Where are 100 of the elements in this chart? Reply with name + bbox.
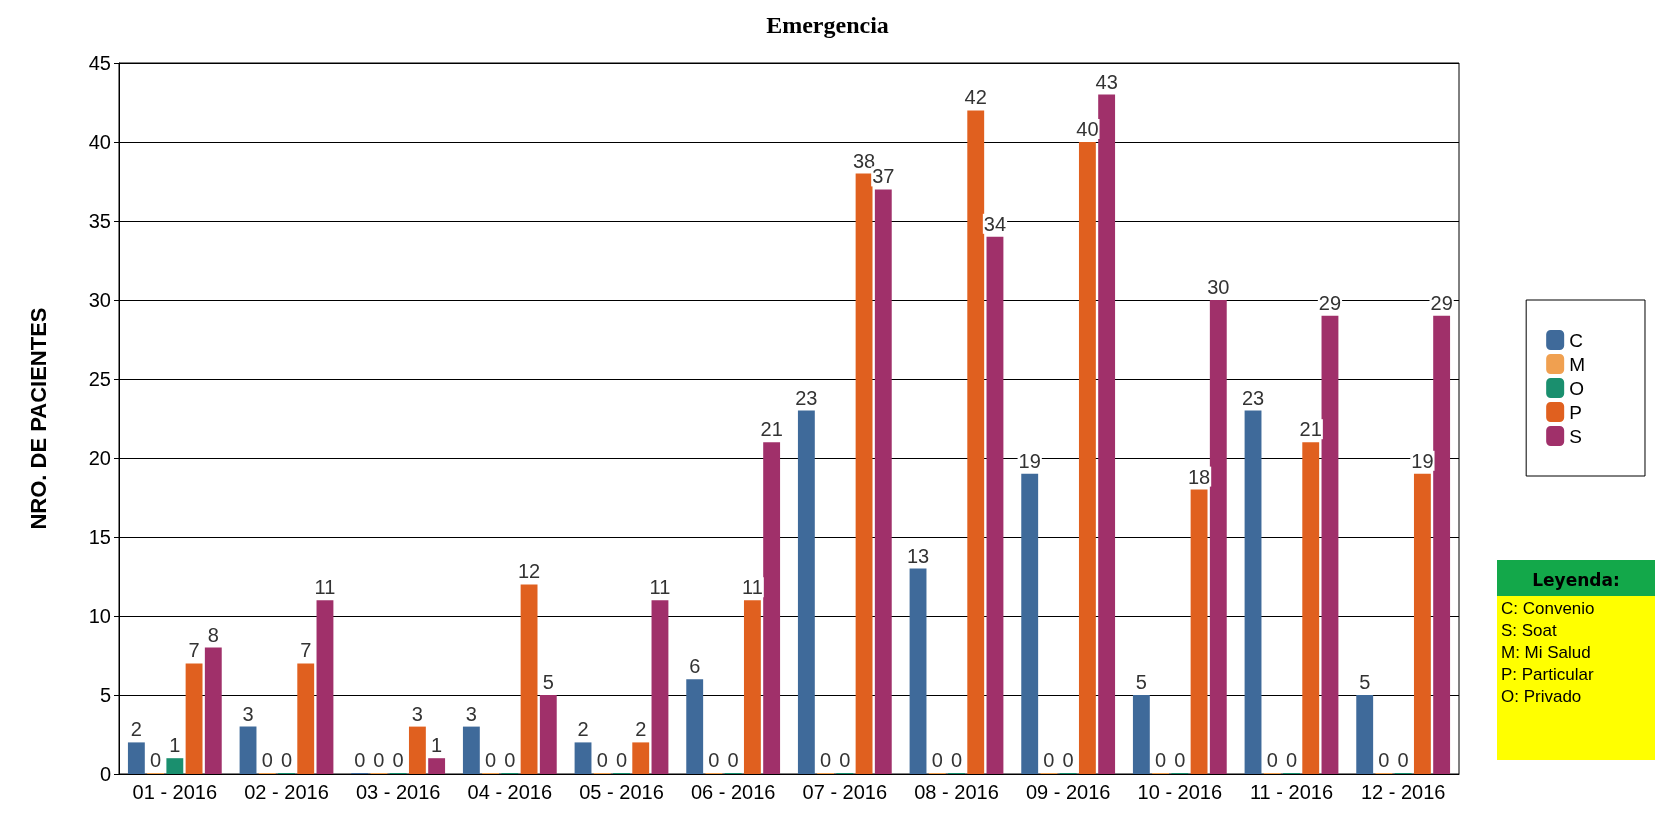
data-label: 0 bbox=[727, 749, 739, 771]
data-label: 1 bbox=[431, 734, 443, 757]
bar bbox=[297, 663, 315, 774]
data-label: 21 bbox=[760, 418, 783, 441]
x-tick-label: 04 - 2016 bbox=[467, 781, 553, 803]
data-label: 5 bbox=[1359, 671, 1371, 693]
text: P: Particular bbox=[1501, 665, 1594, 684]
legend-label: S bbox=[1569, 425, 1582, 447]
x-tick-label: 10 - 2016 bbox=[1137, 781, 1223, 803]
data-label: 21 bbox=[1299, 418, 1322, 441]
y-tick-label: 20 bbox=[88, 447, 111, 469]
x-tick-label: 07 - 2016 bbox=[802, 781, 888, 803]
data-label: 0 bbox=[150, 749, 162, 771]
data-label: 11 bbox=[649, 576, 671, 599]
bar bbox=[1078, 142, 1096, 774]
x-tick-label: 09 - 2016 bbox=[1025, 781, 1111, 803]
bar bbox=[986, 236, 1004, 774]
bar bbox=[1244, 410, 1262, 774]
data-label: 19 bbox=[1018, 449, 1041, 472]
y-tick-label: 40 bbox=[88, 131, 111, 153]
data-label: 5 bbox=[542, 671, 554, 693]
data-label: 29 bbox=[1430, 291, 1453, 314]
data-label: 0 bbox=[615, 749, 628, 771]
bar bbox=[1021, 473, 1039, 774]
data-label: 7 bbox=[300, 639, 312, 662]
chart-title: Emergencia bbox=[766, 12, 889, 38]
x-tick-label: 12 - 2016 bbox=[1360, 781, 1446, 803]
data-label: 11 bbox=[742, 576, 763, 599]
data-label: 0 bbox=[708, 749, 720, 771]
bar bbox=[686, 679, 704, 774]
bar bbox=[127, 742, 145, 774]
y-tick-label: 25 bbox=[88, 368, 111, 390]
data-label: 0 bbox=[596, 749, 608, 771]
data-label: 0 bbox=[280, 749, 293, 771]
x-tick-label: 02 - 2016 bbox=[244, 781, 329, 803]
data-label: 43 bbox=[1095, 70, 1118, 93]
bar bbox=[1321, 315, 1339, 774]
text: C: Convenio bbox=[1501, 599, 1595, 618]
data-label: 3 bbox=[411, 702, 423, 725]
data-label: 3 bbox=[242, 702, 254, 725]
x-tick-label: 06 - 2016 bbox=[690, 781, 776, 803]
y-axis-title: NRO. DE PACIENTES bbox=[25, 307, 51, 530]
bar bbox=[428, 758, 446, 774]
bar bbox=[185, 663, 203, 774]
data-label: 0 bbox=[1285, 749, 1298, 771]
bar bbox=[239, 726, 257, 774]
data-label: 0 bbox=[820, 749, 832, 771]
data-label: 0 bbox=[261, 749, 273, 771]
data-label: 11 bbox=[314, 576, 336, 599]
data-label: 0 bbox=[373, 749, 385, 771]
x-tick-label: 05 - 2016 bbox=[579, 781, 664, 803]
data-label: 5 bbox=[1135, 671, 1147, 693]
data-label: 0 bbox=[1266, 749, 1278, 771]
data-label: 0 bbox=[931, 749, 943, 771]
data-label: 40 bbox=[1076, 118, 1099, 140]
bar bbox=[874, 189, 892, 774]
data-label: 0 bbox=[950, 749, 963, 771]
data-label: 0 bbox=[1174, 749, 1186, 771]
data-label: 0 bbox=[392, 749, 404, 771]
data-label: 2 bbox=[130, 718, 142, 741]
data-label: 0 bbox=[1397, 749, 1409, 771]
data-label: 0 bbox=[354, 749, 366, 771]
data-label: 0 bbox=[1378, 749, 1390, 771]
bar bbox=[520, 584, 538, 774]
bar bbox=[763, 442, 781, 774]
data-label: 0 bbox=[485, 749, 497, 771]
data-label: 30 bbox=[1207, 276, 1230, 298]
data-label: 6 bbox=[689, 655, 701, 678]
bar bbox=[1302, 442, 1320, 774]
bar bbox=[316, 600, 334, 774]
bar bbox=[651, 600, 669, 774]
data-label: 29 bbox=[1318, 291, 1342, 314]
bar bbox=[1098, 94, 1116, 774]
data-label: 0 bbox=[504, 749, 516, 771]
y-tick-label: 45 bbox=[88, 52, 111, 74]
bar bbox=[909, 568, 927, 774]
text: M: Mi Salud bbox=[1501, 643, 1591, 662]
bar bbox=[204, 647, 222, 774]
y-tick-label: 0 bbox=[99, 763, 111, 785]
data-label: 42 bbox=[964, 86, 987, 109]
x-tick-label: 01 - 2016 bbox=[132, 781, 218, 803]
y-tick-label: 30 bbox=[88, 289, 111, 311]
text: Leyenda: bbox=[1532, 569, 1620, 590]
bar bbox=[462, 726, 480, 774]
data-label: 1 bbox=[169, 734, 181, 757]
legend-label: O bbox=[1569, 377, 1584, 399]
bar bbox=[1433, 315, 1451, 774]
data-label: 18 bbox=[1187, 465, 1211, 488]
bar bbox=[1356, 695, 1374, 774]
legend-label: M bbox=[1569, 353, 1585, 375]
y-tick-label: 35 bbox=[88, 210, 111, 232]
x-tick-label: 11 - 2016 bbox=[1249, 781, 1334, 803]
bar bbox=[797, 410, 815, 774]
bar bbox=[1209, 300, 1227, 774]
bar bbox=[743, 600, 761, 774]
data-label: 23 bbox=[1241, 386, 1265, 409]
data-label: 7 bbox=[188, 639, 200, 662]
text: S: Soat bbox=[1501, 621, 1558, 640]
data-label: 13 bbox=[906, 544, 930, 567]
text: O: Privado bbox=[1501, 687, 1582, 706]
